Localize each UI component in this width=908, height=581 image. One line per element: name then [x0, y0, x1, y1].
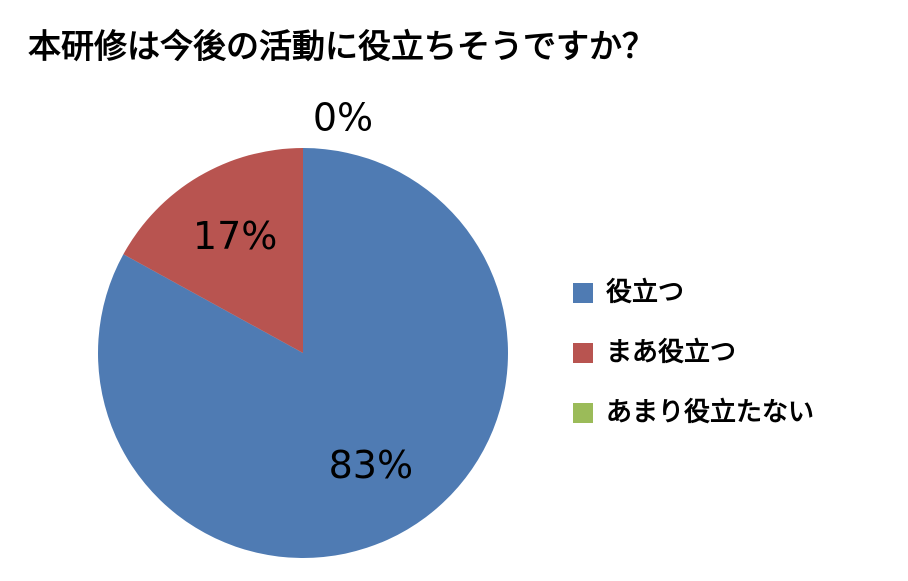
legend-swatch — [573, 343, 593, 363]
data-label: 83% — [329, 443, 413, 487]
data-label: 17% — [193, 214, 277, 258]
legend-label: 役立つ — [606, 277, 684, 308]
data-label: 0% — [313, 96, 373, 140]
legend-swatch — [573, 283, 593, 303]
legend-label: あまり役立たない — [606, 397, 814, 428]
chart-title: 本研修は今後の活動に役立ちそうですか？ — [28, 27, 655, 66]
legend-swatch — [573, 403, 593, 423]
pie-slice — [97, 148, 508, 558]
legend-label: まあ役立つ — [606, 337, 736, 368]
pie-slice — [123, 148, 303, 353]
